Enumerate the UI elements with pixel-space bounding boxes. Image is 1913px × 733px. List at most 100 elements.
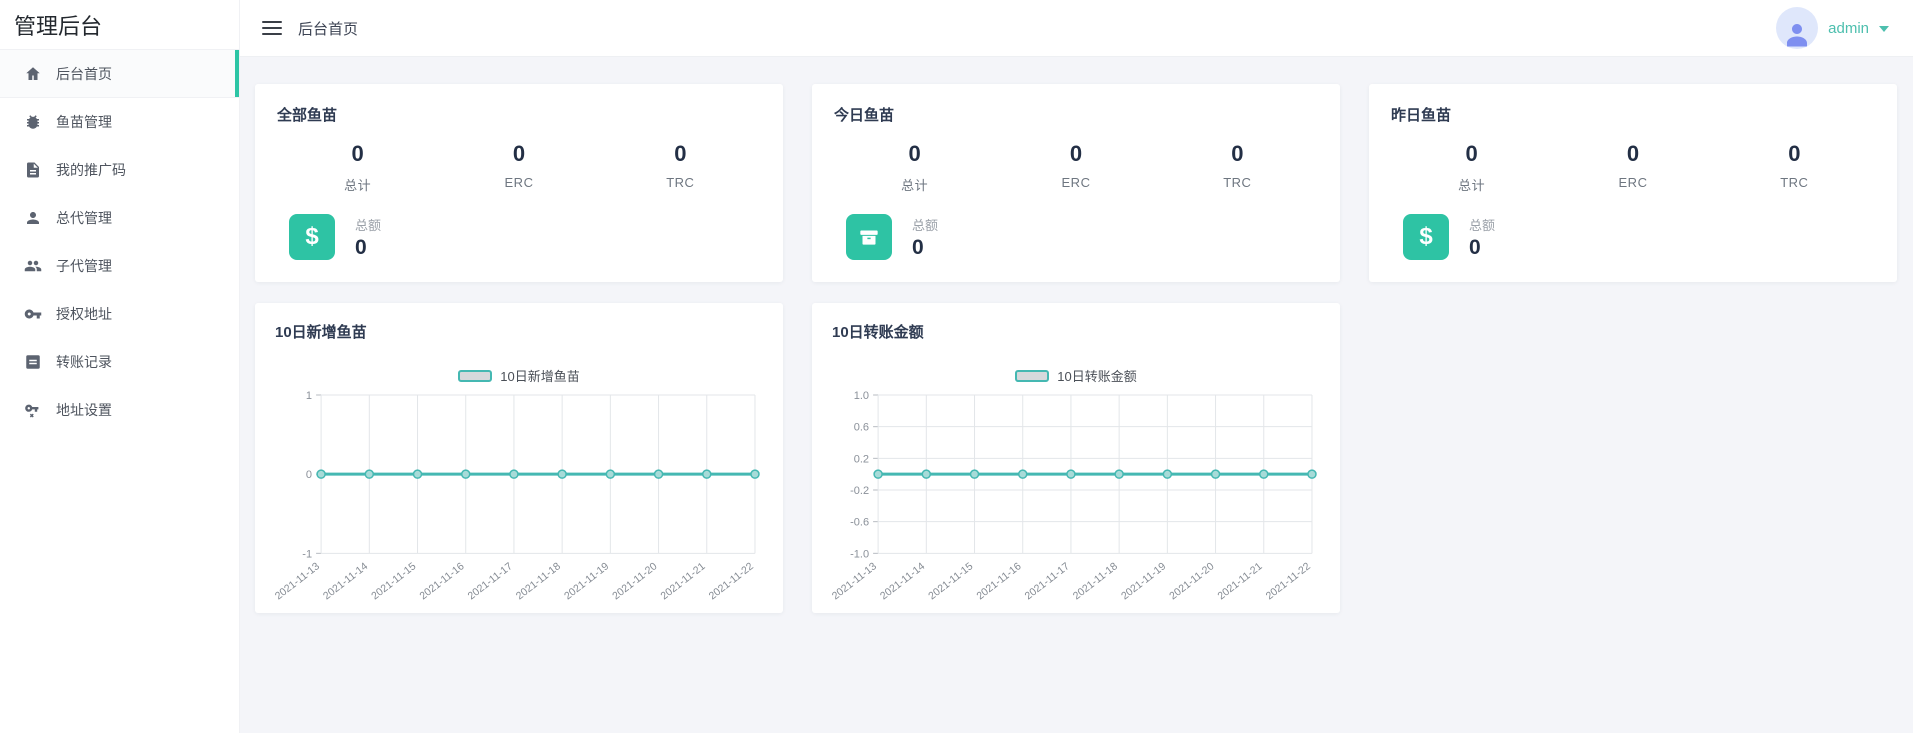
sidebar-item-label: 总代管理 (56, 210, 112, 226)
chart-title: 10日新增鱼苗 (275, 324, 367, 341)
metric-label: 总计 (1458, 178, 1486, 193)
legend-label: 10日新增鱼苗 (500, 369, 580, 384)
sidebar-item-fry-management[interactable]: 鱼苗管理 (0, 98, 239, 146)
total-label: 总额 (1469, 217, 1496, 233)
total-label: 总额 (912, 217, 939, 233)
total-label: 总额 (355, 217, 382, 233)
sidebar-item-home[interactable]: 后台首页 (0, 50, 239, 98)
svg-text:2021-11-20: 2021-11-20 (1167, 560, 1216, 602)
svg-text:2021-11-21: 2021-11-21 (1215, 560, 1264, 602)
sidebar-item-label: 地址设置 (56, 402, 112, 418)
svg-text:2021-11-20: 2021-11-20 (610, 560, 659, 602)
svg-text:2021-11-15: 2021-11-15 (369, 560, 418, 602)
sidebar-item-general-agent[interactable]: 总代管理 (0, 194, 239, 242)
legend-swatch-icon (458, 369, 493, 382)
stat-card-all-fry: 全部鱼苗 0 总计 0 ERC 0 TRC $ 总额 0 (255, 84, 783, 282)
svg-text:2021-11-22: 2021-11-22 (1264, 560, 1313, 602)
menu-toggle-icon[interactable] (262, 21, 282, 35)
metric-value: 0 (908, 141, 921, 166)
metric-label: ERC (1618, 175, 1648, 190)
list-icon (26, 355, 40, 369)
card-title: 昨日鱼苗 (1391, 107, 1452, 124)
sidebar-item-promo-code[interactable]: 我的推广码 (0, 146, 239, 194)
svg-text:2021-11-13: 2021-11-13 (830, 560, 879, 602)
chart-card-new-fry: 10日新增鱼苗 10日新增鱼苗 1 0 -1 2021-11-13 2021-11-14… (255, 303, 783, 613)
chart-title: 10日转账金额 (832, 324, 924, 341)
metric-label: TRC (1780, 175, 1809, 190)
stat-card-row: 全部鱼苗 0 总计 0 ERC 0 TRC $ 总额 0 (255, 84, 1897, 282)
chart-card-transfer-amount: 10日转账金额 10日转账金额 1.0 0.6 0.2 -0.2 -0.6 -1.0 202… (812, 303, 1340, 613)
sidebar-item-address-settings[interactable]: 地址设置 (0, 386, 239, 434)
user-menu[interactable]: admin (1776, 7, 1889, 49)
sidebar-item-authorized-address[interactable]: 授权地址 (0, 290, 239, 338)
topbar: 后台首页 admin (240, 0, 1913, 57)
metric-label: ERC (1061, 175, 1091, 190)
sidebar-item-transfer-records[interactable]: 转账记录 (0, 338, 239, 386)
svg-text:2021-11-19: 2021-11-19 (562, 560, 611, 602)
key-x-icon (25, 404, 39, 418)
chart-card-row: 10日新增鱼苗 10日新增鱼苗 1 0 -1 2021-11-13 2021-11-14… (255, 303, 1897, 613)
svg-text:-0.2: -0.2 (850, 485, 869, 497)
legend-label: 10日转账金额 (1057, 369, 1137, 384)
sidebar-item-label: 我的推广码 (56, 162, 126, 178)
svg-text:0.2: 0.2 (854, 453, 869, 465)
svg-text:2021-11-18: 2021-11-18 (514, 560, 563, 602)
svg-text:0.6: 0.6 (854, 422, 869, 434)
sidebar-item-sub-agent[interactable]: 子代管理 (0, 242, 239, 290)
svg-text:2021-11-16: 2021-11-16 (417, 560, 466, 602)
metric-value: 0 (674, 141, 687, 166)
person-icon (27, 212, 39, 224)
sidebar-nav: 后台首页 鱼苗管理 我的推广码 总代管理 子代管理 授权地址 (0, 50, 239, 434)
sidebar: 管理后台 后台首页 鱼苗管理 我的推广码 总代管理 子代管理 (0, 0, 240, 733)
chart-legend[interactable]: 10日转账金额 (832, 366, 1320, 385)
svg-text:2021-11-16: 2021-11-16 (974, 560, 1023, 602)
sidebar-item-label: 授权地址 (56, 306, 112, 322)
brand-title: 管理后台 (0, 0, 239, 50)
sidebar-item-label: 子代管理 (56, 258, 112, 274)
total-value: 0 (1469, 235, 1481, 259)
page-title: 后台首页 (298, 20, 359, 38)
svg-text:2021-11-14: 2021-11-14 (321, 560, 370, 602)
dollar-icon: $ (289, 214, 335, 260)
dollar-icon: $ (1403, 214, 1449, 260)
svg-text:2021-11-13: 2021-11-13 (273, 560, 322, 602)
archive-box-icon (846, 214, 892, 260)
metric-label: TRC (1223, 175, 1252, 190)
svg-text:-1: -1 (302, 548, 312, 560)
svg-text:2021-11-15: 2021-11-15 (926, 560, 975, 602)
svg-text:2021-11-14: 2021-11-14 (878, 560, 927, 602)
svg-text:2021-11-17: 2021-11-17 (466, 560, 515, 602)
group-icon (24, 260, 42, 272)
chevron-down-icon (1879, 26, 1889, 32)
metric-label: 总计 (344, 178, 372, 193)
key-icon (24, 309, 42, 319)
dashboard-content: 全部鱼苗 0 总计 0 ERC 0 TRC $ 总额 0 (240, 57, 1913, 733)
chart-legend[interactable]: 10日新增鱼苗 (275, 366, 763, 385)
metric-value: 0 (512, 141, 526, 166)
legend-swatch-icon (1015, 369, 1050, 382)
svg-text:2021-11-19: 2021-11-19 (1119, 560, 1168, 602)
card-title: 全部鱼苗 (277, 107, 338, 124)
svg-text:2021-11-21: 2021-11-21 (658, 560, 707, 602)
metric-label: 总计 (901, 178, 929, 193)
sidebar-item-label: 鱼苗管理 (56, 114, 112, 130)
home-icon (26, 66, 40, 80)
sidebar-item-label: 转账记录 (56, 354, 112, 370)
username-label: admin (1828, 19, 1869, 37)
avatar[interactable] (1776, 7, 1819, 49)
metric-label: TRC (666, 175, 695, 190)
svg-text:2021-11-22: 2021-11-22 (707, 560, 756, 602)
sidebar-item-label: 后台首页 (56, 65, 112, 82)
stat-card-today-fry: 今日鱼苗 0 总计 0 ERC 0 TRC (812, 84, 1340, 282)
metric-value: 0 (1069, 141, 1083, 166)
person-avatar-icon (1787, 24, 1808, 47)
document-icon (27, 162, 39, 178)
total-value: 0 (355, 235, 367, 259)
card-title: 今日鱼苗 (834, 107, 895, 124)
svg-text:-1.0: -1.0 (850, 548, 869, 560)
metric-value: 0 (1465, 141, 1478, 166)
metric-value: 0 (1231, 141, 1244, 166)
